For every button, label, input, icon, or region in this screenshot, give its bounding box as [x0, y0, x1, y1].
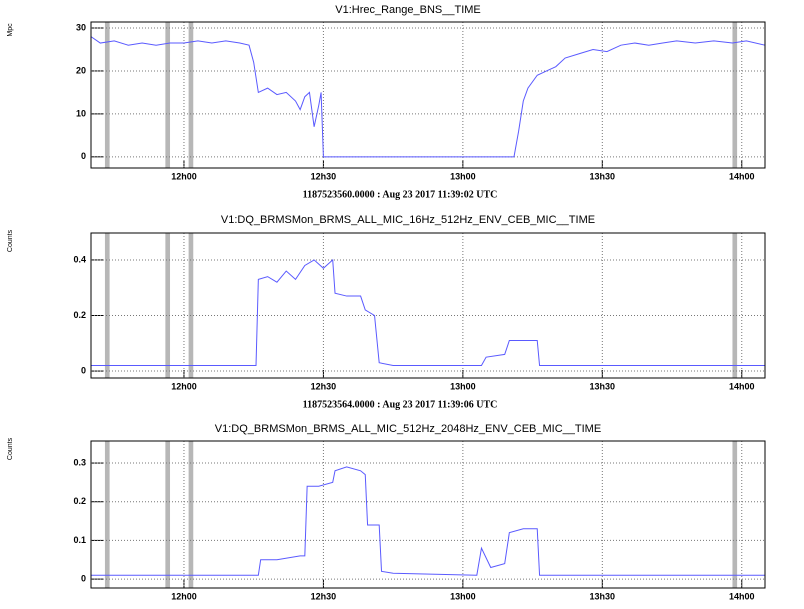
- shaded-region: [188, 441, 194, 588]
- x-tick-label: 12h30: [311, 381, 337, 391]
- y-tick-label: 0.1: [73, 535, 86, 545]
- y-tick-label: 0: [81, 365, 86, 375]
- shaded-region: [165, 22, 171, 168]
- chart-title: V1:DQ_BRMSMon_BRMS_ALL_MIC_16Hz_512Hz_EN…: [221, 214, 595, 226]
- x-tick-label: 12h00: [171, 381, 197, 391]
- shaded-region: [732, 22, 738, 168]
- shaded-region: [104, 233, 110, 378]
- data-line: [90, 36, 766, 158]
- chart-title: V1:DQ_BRMSMon_BRMS_ALL_MIC_512Hz_2048Hz_…: [215, 423, 601, 435]
- shaded-region: [104, 22, 110, 168]
- y-tick-label: 0: [81, 573, 86, 583]
- x-tick-label: 13h30: [590, 171, 616, 181]
- y-axis-label: Mpc: [7, 23, 14, 37]
- shaded-region: [188, 22, 194, 168]
- annotation: 1187523564.0000 : Aug 23 2017 11:39:06 U…: [303, 399, 498, 410]
- plot-frame: [90, 21, 766, 169]
- x-tick-label: 13h00: [450, 591, 476, 601]
- x-tick-label: 13h30: [590, 591, 616, 601]
- y-tick-label: 30: [76, 22, 86, 32]
- x-tick-label: 13h30: [590, 381, 616, 391]
- y-tick-label: 0.2: [73, 496, 86, 506]
- x-tick-label: 12h30: [311, 171, 337, 181]
- annotation: 1187523560.0000 : Aug 23 2017 11:39:02 U…: [303, 189, 498, 200]
- x-tick-label: 12h00: [171, 171, 197, 181]
- x-tick-label: 12h30: [311, 591, 337, 601]
- data-line: [91, 466, 765, 576]
- y-tick-label: 10: [76, 108, 86, 118]
- plot-frame: [90, 440, 766, 589]
- y-tick-label: 0.2: [73, 310, 86, 320]
- shaded-region: [188, 233, 194, 378]
- shaded-region: [732, 233, 738, 378]
- x-tick-label: 13h00: [450, 381, 476, 391]
- shaded-region: [165, 233, 171, 378]
- chart-title: V1:Hrec_Range_BNS__TIME: [335, 4, 481, 16]
- y-tick-label: 0: [81, 151, 86, 161]
- x-tick-label: 12h00: [171, 591, 197, 601]
- y-axis-label: Counts: [7, 229, 14, 252]
- y-tick-label: 20: [76, 65, 86, 75]
- y-tick-label: 0.3: [73, 457, 86, 467]
- shaded-region: [165, 441, 171, 588]
- x-tick-label: 13h00: [450, 171, 476, 181]
- y-tick-label: 0.4: [73, 254, 86, 264]
- x-tick-label: 14h00: [729, 591, 755, 601]
- shaded-region: [732, 441, 738, 588]
- data-line: [91, 258, 765, 366]
- plot-frame: [90, 232, 766, 379]
- x-tick-label: 14h00: [729, 171, 755, 181]
- y-axis-label: Counts: [7, 437, 14, 460]
- x-tick-label: 14h00: [729, 381, 755, 391]
- shaded-region: [104, 441, 110, 588]
